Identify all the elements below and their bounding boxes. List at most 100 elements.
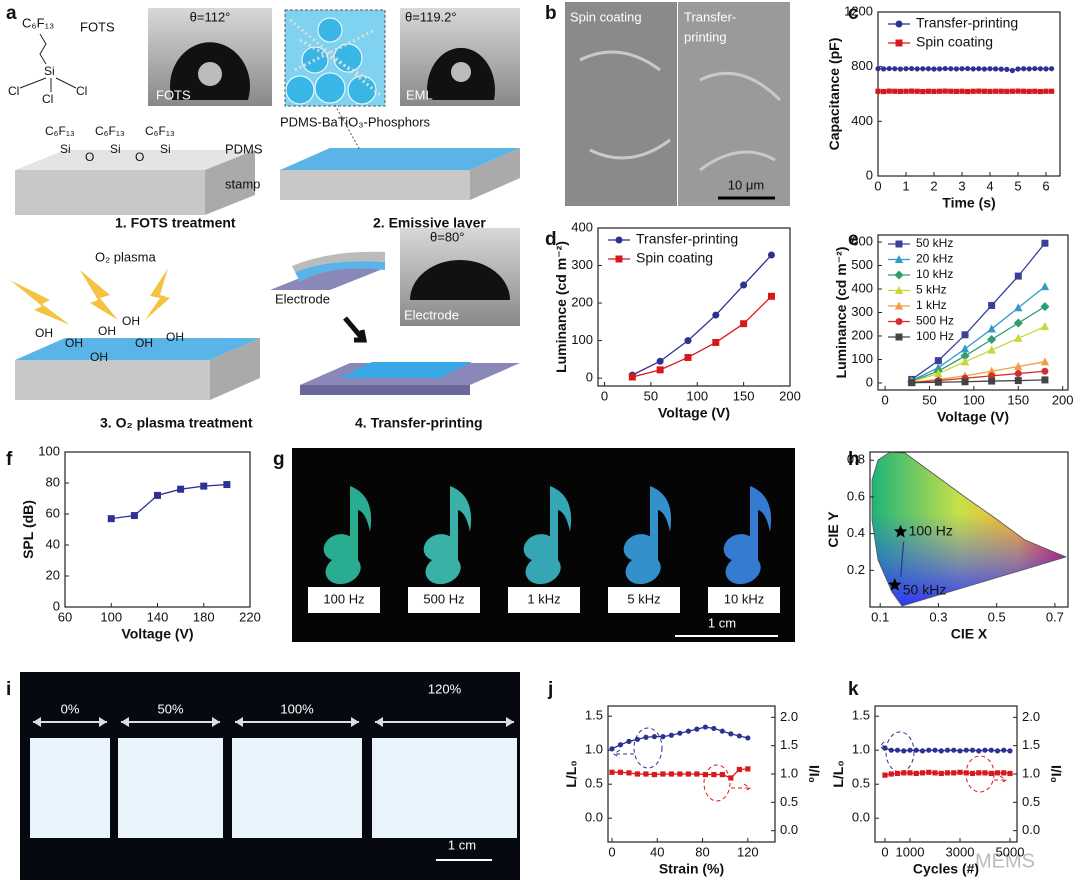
label: O₂ plasma — [95, 249, 156, 264]
electrode — [270, 268, 385, 290]
x-tick-label: 6 — [1042, 178, 1049, 193]
y-tick-label: 0 — [866, 167, 873, 182]
x-tick-label: 140 — [147, 609, 169, 624]
layer-side — [210, 338, 260, 400]
marker — [694, 771, 700, 777]
bond — [19, 77, 77, 92]
marker — [913, 747, 919, 753]
sem-image — [565, 2, 677, 206]
marker — [651, 734, 658, 740]
phosphors — [289, 18, 381, 97]
music-note — [523, 486, 572, 585]
marker — [888, 771, 894, 777]
scale-label: 10 μm — [728, 177, 764, 192]
marker — [719, 728, 725, 734]
marker — [944, 770, 951, 776]
angle: θ=112° — [190, 9, 231, 24]
legend-marker — [615, 236, 623, 244]
marker — [976, 66, 982, 72]
y-tick-label: 0.2 — [847, 562, 865, 577]
y-tick-label: 200 — [851, 327, 873, 342]
legend-label: 10 kHz — [916, 267, 953, 281]
marker — [907, 747, 913, 753]
x-axis-label: Strain (%) — [659, 861, 724, 877]
marker — [1043, 66, 1049, 72]
marker — [1021, 88, 1027, 94]
marker — [998, 88, 1004, 94]
y-tick-label: 0.0 — [585, 810, 603, 825]
y-tick-label: 400 — [571, 219, 593, 234]
film — [295, 261, 385, 282]
marker — [1004, 88, 1010, 95]
x-tick-label: 50 — [644, 388, 658, 403]
marker — [970, 66, 976, 72]
marker — [908, 379, 916, 387]
plot-frame — [869, 451, 1069, 608]
marker — [987, 345, 996, 354]
group: OH — [35, 326, 53, 340]
marker — [886, 65, 892, 72]
legend-label: Transfer-printing — [636, 231, 738, 247]
x-axis-label: Cycles (#) — [913, 861, 979, 877]
marker — [925, 88, 931, 94]
marker — [888, 577, 902, 591]
marker — [1014, 333, 1023, 342]
marker — [981, 88, 987, 94]
marker — [988, 377, 996, 385]
marker — [994, 748, 1001, 754]
legend-marker — [894, 254, 904, 263]
y-tick-label: 100 — [38, 443, 60, 458]
marker — [767, 251, 775, 259]
y-tick-label: 0.4 — [847, 525, 865, 540]
panel-label: f — [6, 449, 13, 470]
texture — [579, 50, 782, 172]
marker — [926, 769, 932, 775]
strain-label: 0% — [61, 701, 80, 716]
panel-label: e — [848, 229, 859, 250]
y2-tick-label: 1.0 — [780, 765, 798, 780]
marker — [1014, 377, 1022, 385]
marker — [903, 66, 909, 72]
marker — [982, 747, 988, 753]
marker — [728, 775, 734, 781]
y-tick-label: 1.5 — [585, 708, 603, 723]
y-tick-label: 400 — [851, 113, 873, 128]
caption: 1. FOTS treatment — [115, 215, 236, 231]
legend-marker — [894, 270, 904, 280]
stamp-side — [205, 150, 255, 215]
x-axis-label: Voltage (V) — [121, 626, 193, 642]
music-note — [623, 486, 672, 585]
series-line — [911, 379, 1045, 384]
x-axis-label: Voltage (V) — [658, 405, 730, 421]
y-tick-label: 400 — [851, 280, 873, 295]
atom: Cl — [42, 92, 53, 106]
marker — [894, 747, 901, 753]
x-tick-label: 0 — [874, 178, 881, 193]
series-line — [632, 295, 772, 378]
marker — [875, 66, 881, 72]
strain-label: 120% — [428, 681, 462, 696]
x-tick-label: 4 — [986, 178, 993, 193]
legend-label: 20 kHz — [916, 252, 953, 266]
marker — [1014, 370, 1022, 378]
x-tick-label: 100 — [100, 609, 122, 624]
atom: Si — [60, 142, 71, 156]
legend-marker — [894, 301, 904, 310]
point-label: 100 Hz — [909, 522, 953, 538]
marker — [684, 337, 692, 345]
marker — [1040, 357, 1050, 366]
marker — [938, 748, 944, 754]
group: OH — [122, 314, 140, 328]
marker — [1037, 66, 1043, 72]
atom: Si — [44, 64, 55, 78]
marker — [1026, 88, 1032, 95]
label: FOTS — [80, 19, 115, 34]
marker — [634, 736, 641, 742]
marker — [200, 482, 208, 490]
group: OH — [90, 350, 108, 364]
marker — [907, 770, 913, 776]
marker — [934, 378, 942, 386]
panel-label: i — [6, 679, 11, 700]
marker — [901, 770, 907, 776]
